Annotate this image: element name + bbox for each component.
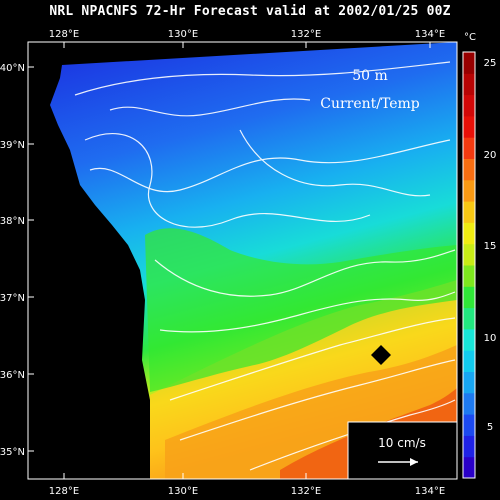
map-area xyxy=(28,42,457,479)
colorbar-tick-label: 5 xyxy=(487,422,493,433)
colorbar-tick-label: 15 xyxy=(484,241,497,252)
colorbar-swatch xyxy=(463,350,475,372)
colorbar-swatch xyxy=(463,265,475,287)
arrow-icon xyxy=(410,458,418,466)
colorbar-unit: °C xyxy=(464,32,476,43)
lon-label-bottom: 134°E xyxy=(415,486,445,497)
colorbar-swatch xyxy=(463,158,475,181)
scale-vector-label: 10 cm/s xyxy=(378,436,426,450)
colorbar-swatch xyxy=(463,307,475,330)
current-streamlines xyxy=(74,61,456,471)
colorbar-swatch xyxy=(463,222,475,245)
colorbar-swatch xyxy=(463,328,475,351)
lon-label-top: 130°E xyxy=(168,29,198,40)
lat-label: 37°N xyxy=(0,293,25,304)
lat-label: 36°N xyxy=(0,370,25,381)
colorbar-swatch xyxy=(463,94,475,117)
depth-label: 50 m xyxy=(352,68,388,84)
colorbar-frame xyxy=(462,51,476,479)
colorbar xyxy=(462,51,476,479)
colorbar-tick-label: 25 xyxy=(484,58,497,69)
lon-label-top: 132°E xyxy=(291,29,321,40)
colorbar-tick-label: 10 xyxy=(484,333,497,344)
scale-vector-box: 10 cm/s xyxy=(347,421,458,480)
colorbar-swatch xyxy=(463,73,475,96)
lat-label: 39°N xyxy=(0,140,25,151)
colorbar-swatch xyxy=(463,435,475,458)
colorbar-swatch xyxy=(463,137,475,159)
colorbar-swatch xyxy=(463,115,475,138)
lat-label: 40°N xyxy=(0,63,25,74)
colorbar-swatch xyxy=(463,392,475,415)
colorbar-swatch xyxy=(463,201,475,223)
map-title: NRL NPACNFS 72-Hr Forecast valid at 2002… xyxy=(49,4,451,19)
colorbar-swatch xyxy=(463,371,475,394)
map-frame xyxy=(27,41,458,480)
colorbar-swatch xyxy=(463,456,475,479)
colorbar-swatch xyxy=(463,179,475,202)
colorbar-swatch xyxy=(463,52,475,74)
colorbar-swatch xyxy=(463,414,475,436)
colorbar-swatch xyxy=(463,286,475,309)
island xyxy=(371,345,391,365)
lon-label-top: 134°E xyxy=(415,29,445,40)
lat-label: 38°N xyxy=(0,216,25,227)
lon-label-bottom: 128°E xyxy=(49,486,79,497)
colorbar-swatch xyxy=(463,243,475,266)
colorbar-tick-label: 20 xyxy=(484,150,497,161)
lon-label-bottom: 130°E xyxy=(168,486,198,497)
lon-label-bottom: 132°E xyxy=(291,486,321,497)
product-label: Current/Temp xyxy=(320,96,420,112)
lat-label: 35°N xyxy=(0,447,25,458)
lon-label-top: 128°E xyxy=(49,29,79,40)
